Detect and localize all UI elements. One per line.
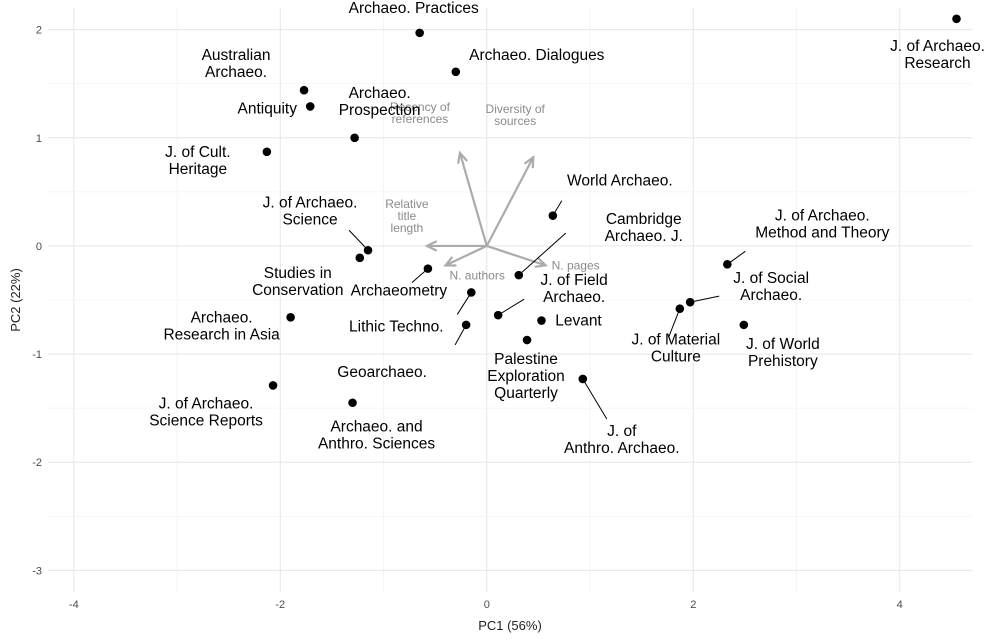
loading-diversity-of-sources: Diversity of sources: [485, 102, 546, 247]
leader-lithic-techno: [456, 292, 472, 315]
point-j-of-material-culture: [675, 304, 685, 313]
loading-relative-title-length: Relative title length: [385, 197, 487, 252]
loading-arrow-diversity-of-sources: [485, 156, 535, 247]
label-studies-in-conservation: Studies in Conservation: [252, 265, 343, 299]
loading-arrow-n-authors: [445, 244, 488, 267]
leader-j-of-social-archaeo: [690, 295, 720, 303]
loading-label-relative-title-length: Relative title length: [385, 197, 429, 235]
leader-j-of-anthro-archaeo: [582, 378, 608, 420]
point-lithic-techno: [466, 288, 476, 297]
loading-arrowhead-n-authors: [443, 256, 457, 267]
x-tick-label: -2: [275, 599, 285, 611]
point-labels: Adv. inArchaeo. Practices J. of Archaeo.R…: [149, 0, 985, 457]
leader-j-of-archaeo-science: [348, 229, 369, 251]
point-j-of-archaeo-method-and-theory: [723, 260, 732, 269]
leader-j-of-field-archaeo: [497, 298, 525, 316]
x-axis-title: PC1 (56%): [478, 618, 542, 633]
label-archaeometry: Archaeometry: [351, 283, 448, 300]
loading-arrows: Recency of references Diversity of sources R…: [385, 100, 599, 282]
label-australian-archaeo: Australian Archaeo.: [202, 47, 271, 81]
label-j-of-archaeo-science: J. of Archaeo. Science: [263, 194, 358, 228]
label-j-of-field-archaeo: J. of Field Archaeo.: [541, 272, 608, 306]
label-geoarchaeo: Geoarchaeo.: [337, 364, 427, 381]
label-cambridge-archaeo-j: Cambridge Archaeo. J.: [605, 211, 683, 245]
y-tick-label: 2: [36, 25, 42, 37]
loading-n-authors: N. authors: [443, 244, 505, 282]
point-australian-archaeo: [299, 85, 309, 95]
point-studies-in-conservation: [355, 253, 365, 263]
point-levant: [537, 316, 546, 325]
label-j-of-archaeo-science-reports: J. of Archaeo. Science Reports: [149, 395, 263, 429]
label-j-of-social-archaeo: J. of Social Archaeo.: [733, 270, 809, 304]
loading-label-recency-of-references: Recency of references: [390, 100, 451, 126]
label-j-of-cult-heritage: J. of Cult. Heritage: [165, 144, 230, 178]
point-j-of-field-archaeo: [493, 310, 503, 320]
point-j-of-world-prehistory: [739, 320, 749, 330]
label-archaeo-and-anthro-sciences: Archaeo. and Anthro. Sciences: [318, 419, 435, 453]
y-axis-title: PC2 (22%): [8, 268, 23, 332]
point-geoarchaeo: [461, 320, 471, 330]
point-adv-in-archaeo-practices: [415, 28, 424, 38]
point-j-of-archaeo-research: [952, 14, 961, 24]
point-archaeometry: [423, 264, 433, 273]
y-tick-label: -3: [32, 565, 42, 577]
y-tick-label: -2: [32, 457, 42, 469]
label-archaeo-dialogues: Archaeo. Dialogues: [469, 47, 605, 64]
x-tick-label: -4: [69, 599, 79, 611]
label-archaeo-prospection: Archaeo. Prospection: [339, 85, 421, 119]
point-j-of-archaeo-science-reports: [268, 381, 278, 390]
point-j-of-social-archaeo: [685, 297, 695, 307]
y-tick-label: 1: [36, 133, 42, 145]
tick-labels: -4 -2 0 2 4 -3 -2 -1 0 1 2: [32, 25, 903, 611]
point-palestine-exploration-quarterly: [522, 335, 532, 345]
x-tick-label: 0: [484, 599, 490, 611]
label-palestine-exploration-quarterly: Palestine Exploration Quarterly: [487, 351, 565, 402]
point-archaeo-and-anthro-sciences: [348, 398, 357, 408]
loading-arrowhead-diversity-of-sources: [524, 155, 535, 169]
loading-label-n-pages: N. pages: [552, 258, 600, 272]
point-j-of-anthro-archaeo: [578, 374, 588, 384]
grid: [48, 8, 972, 592]
label-archaeo-research-in-asia: Archaeo. Research in Asia: [163, 309, 280, 343]
label-j-of-archaeo-research: J. of Archaeo. Research: [890, 38, 985, 72]
point-j-of-cult-heritage: [262, 147, 272, 157]
loading-label-n-authors: N. authors: [449, 268, 504, 282]
label-lithic-techno: Lithic Techno.: [349, 318, 444, 335]
loading-arrowhead-relative-title-length: [424, 240, 437, 252]
label-leaders: [348, 200, 746, 420]
label-adv-in-archaeo-practices: Adv. inArchaeo. Practices: [349, 0, 479, 17]
point-cambridge-archaeo-j: [514, 270, 524, 280]
point-world-archaeo: [548, 211, 558, 220]
y-tick-label: 0: [36, 241, 42, 253]
leader-cambridge-archaeo-j: [518, 232, 567, 276]
loading-n-pages: N. pages: [486, 244, 600, 272]
point-archaeo-dialogues: [451, 67, 461, 77]
loading-label-diversity-of-sources: Diversity of sources: [486, 102, 546, 128]
x-tick-label: 4: [897, 599, 903, 611]
point-antiquity: [305, 102, 315, 111]
label-j-of-archaeo-method-and-theory: J. of Archaeo. Method and Theory: [755, 207, 889, 241]
point-archaeo-prospection: [350, 133, 359, 143]
loading-arrow-n-pages: [486, 244, 546, 267]
loading-arrow-recency-of-references: [458, 152, 488, 247]
point-j-of-archaeo-science: [363, 245, 373, 255]
loading-arrowhead-recency-of-references: [457, 150, 468, 164]
data-points: [262, 14, 961, 408]
point-archaeo-research-in-asia: [286, 313, 295, 322]
loading-recency-of-references: Recency of references: [390, 100, 488, 247]
y-tick-label: -1: [32, 349, 42, 361]
label-j-of-world-prehistory: J. of World Prehistory: [746, 336, 820, 370]
x-tick-label: 2: [690, 599, 696, 611]
label-j-of-anthro-archaeo: J. of Anthro. Archaeo.: [564, 423, 679, 457]
label-j-of-material-culture: J. of Material Culture: [631, 332, 720, 366]
label-world-archaeo: World Archaeo.: [567, 173, 673, 190]
label-levant: Levant: [555, 313, 602, 330]
label-antiquity: Antiquity: [238, 100, 298, 117]
leader-j-of-material-culture: [668, 308, 681, 337]
loading-arrowhead-n-pages: [534, 257, 549, 268]
